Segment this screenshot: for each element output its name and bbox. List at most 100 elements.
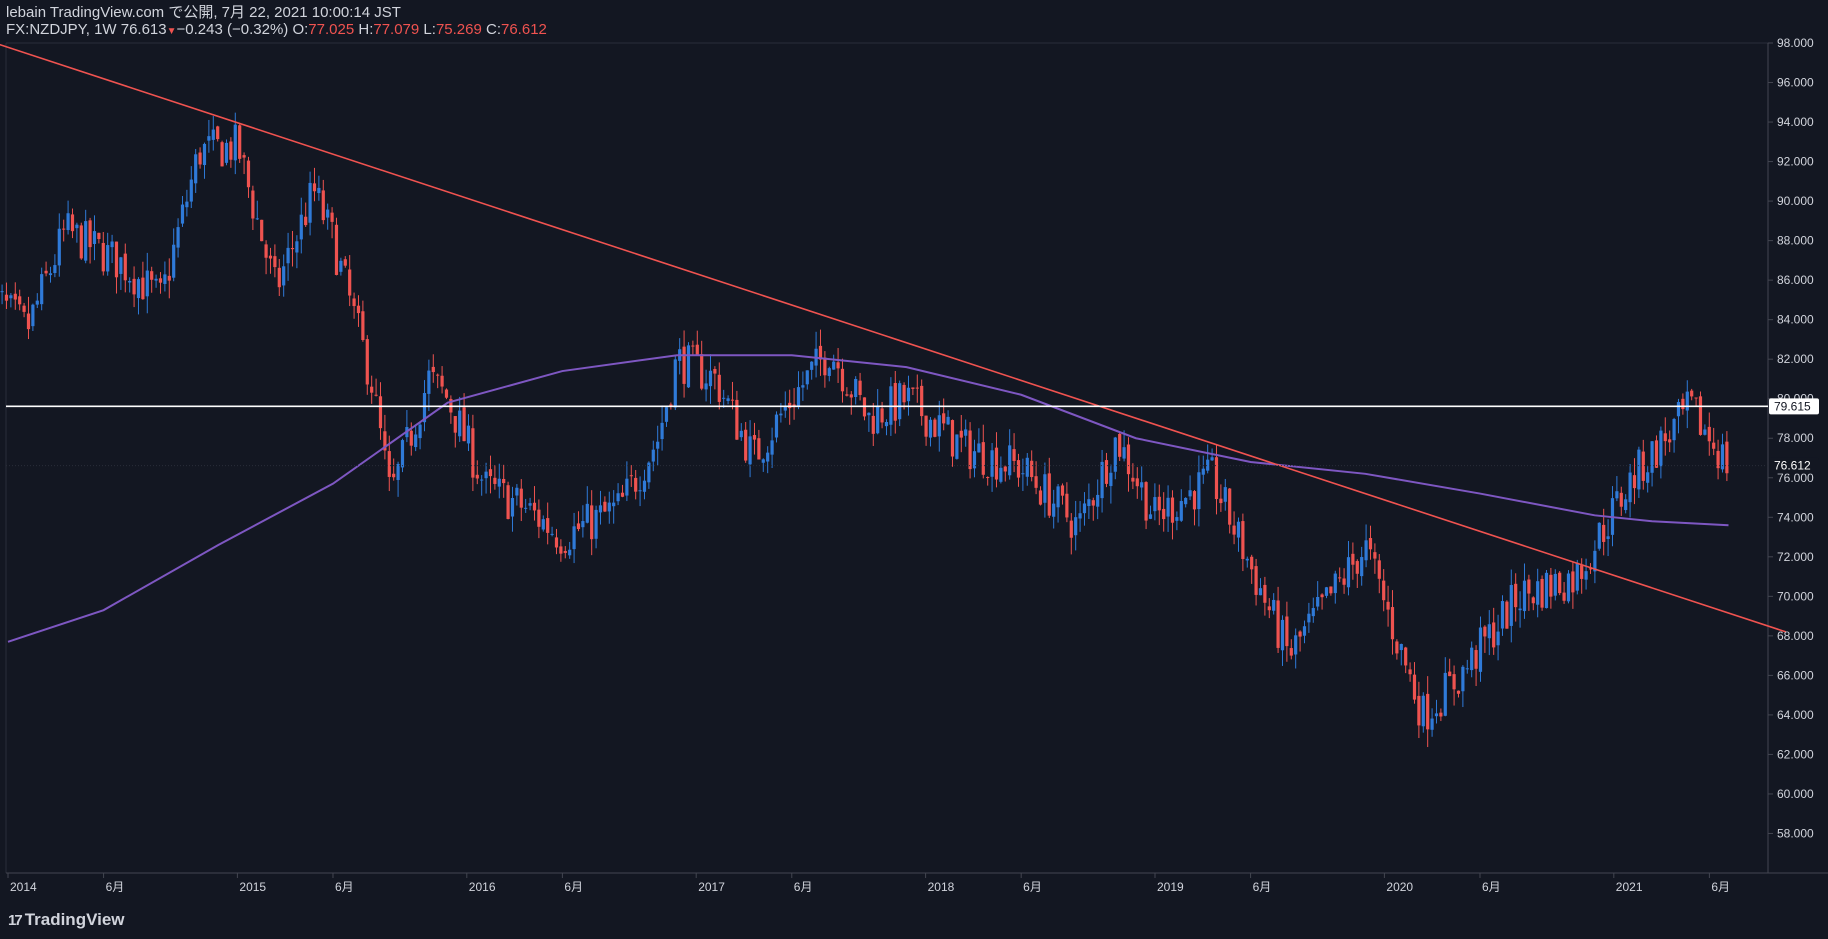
candle-body — [396, 463, 400, 480]
open-label: O: — [292, 21, 309, 38]
candle-body — [761, 459, 765, 463]
candle-body — [1390, 607, 1395, 640]
candle-body — [1663, 433, 1667, 442]
candle-body — [739, 430, 743, 438]
candle-body — [378, 396, 383, 429]
x-tick-label: 2016 — [469, 880, 496, 894]
candle-body — [299, 214, 303, 240]
candle-body — [1342, 578, 1346, 585]
candle-body — [774, 414, 779, 438]
candle-body — [629, 475, 633, 477]
candle-body — [392, 473, 396, 478]
y-tick-label: 78.000 — [1777, 431, 1814, 445]
y-tick-label: 58.000 — [1777, 826, 1814, 840]
candle-body — [488, 469, 493, 477]
candle-body — [572, 526, 576, 550]
candle-body — [1289, 648, 1293, 656]
x-tick-label: 6月 — [564, 880, 583, 894]
candle-body — [251, 190, 255, 219]
candle-body — [788, 402, 792, 409]
candle-body — [537, 509, 541, 527]
candle-body — [26, 313, 31, 330]
y-tick-label: 70.000 — [1777, 589, 1814, 603]
candle-body — [167, 275, 171, 281]
candle-body — [1456, 690, 1461, 694]
candle-body — [876, 405, 880, 434]
candle-body — [1113, 437, 1117, 472]
candle-body — [502, 478, 506, 484]
candle-body — [268, 255, 273, 259]
candle-body — [1531, 597, 1535, 604]
candle-body — [1373, 552, 1377, 559]
candle-body — [1329, 586, 1333, 594]
candle-body — [216, 126, 220, 140]
candle-body — [409, 430, 413, 446]
candle-body — [383, 431, 387, 451]
tradingview-logo[interactable]: 17 TradingView — [8, 910, 125, 930]
candle-body — [933, 419, 937, 437]
candle-body — [172, 244, 176, 278]
candle-body — [453, 416, 457, 433]
candle-body — [752, 435, 757, 440]
candle-body — [920, 385, 924, 417]
candle-body — [458, 410, 462, 437]
candle-body — [497, 478, 501, 487]
candle-body — [550, 533, 554, 535]
candle-body — [1505, 601, 1509, 629]
candle-body — [1069, 520, 1073, 538]
candle-body — [625, 478, 629, 496]
candle-body — [1254, 566, 1258, 595]
candle-body — [532, 502, 537, 511]
candle-body — [128, 280, 132, 283]
x-tick-label: 2017 — [698, 880, 725, 894]
candle-body — [700, 354, 704, 389]
candle-body — [515, 487, 519, 496]
candle-body — [959, 430, 963, 438]
candle-body — [1527, 579, 1531, 594]
candle-body — [114, 241, 119, 278]
y-tick-label: 86.000 — [1777, 273, 1814, 287]
candle-body — [1707, 426, 1711, 442]
candle-body — [44, 270, 48, 274]
candle-body — [911, 387, 915, 389]
candle-body — [880, 408, 884, 423]
price-axis[interactable]: 98.000 96.000 94.000 92.000 90.000 88.000 86.0… — [1768, 36, 1814, 840]
candle-body — [818, 345, 823, 360]
candle-body — [1558, 572, 1562, 594]
tradingview-mark-icon: 17 — [8, 911, 23, 929]
candle-body — [1566, 573, 1571, 602]
candle-body — [928, 419, 933, 438]
candle-body — [35, 300, 39, 305]
trendline[interactable] — [0, 41, 1787, 633]
x-tick-label: 6月 — [1711, 880, 1730, 894]
candle-body — [656, 441, 660, 449]
candle-body — [1377, 560, 1381, 579]
candle-body — [1672, 418, 1676, 441]
candle-body — [1676, 402, 1681, 417]
candle-body — [686, 345, 691, 388]
candle-body — [150, 271, 154, 280]
candle-body — [1302, 626, 1307, 636]
candle-body — [942, 413, 946, 424]
candle-body — [1140, 482, 1144, 488]
candle-body — [1575, 562, 1579, 591]
candle-body — [651, 449, 655, 462]
candle-body — [994, 447, 999, 480]
candle-body — [260, 219, 264, 242]
candle-body — [1267, 606, 1271, 611]
candle-body — [53, 265, 57, 274]
candle-body — [1720, 444, 1725, 470]
candle-body — [1096, 494, 1100, 507]
candle-body — [480, 479, 484, 481]
candle-body — [1170, 497, 1175, 523]
candle-body — [528, 503, 532, 506]
time-axis[interactable]: 2014 6月 2015 6月 2016 6月 2017 6月 2018 6月 2019 6月 2020… — [7, 873, 1730, 894]
candle-body — [1514, 583, 1518, 608]
candle-body — [1412, 674, 1417, 700]
candle-body — [1628, 472, 1632, 503]
candle-body — [1038, 490, 1043, 505]
candle-body — [576, 523, 581, 530]
candle-body — [211, 129, 215, 140]
candle-body — [581, 521, 585, 528]
